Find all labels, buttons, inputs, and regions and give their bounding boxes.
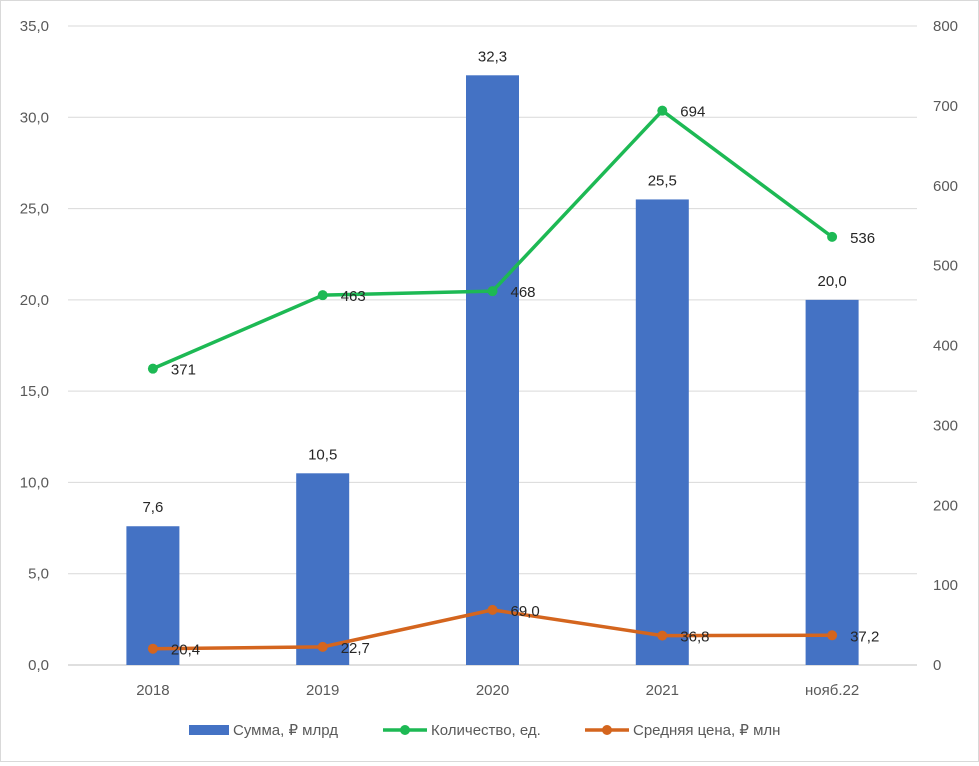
bar-data-label: 32,3 bbox=[478, 48, 507, 65]
line-point bbox=[147, 363, 158, 374]
line-point bbox=[827, 231, 838, 242]
legend-label: Количество, ед. bbox=[431, 722, 541, 739]
bar-series: 7,6 10,5 32,3 25,5 20,0 bbox=[126, 48, 859, 665]
y-right-tick-label: 100 bbox=[933, 577, 958, 594]
line-point bbox=[487, 604, 498, 615]
y-axis-left: 0,0 5,0 10,0 15,0 20,0 25,0 30,0 35,0 bbox=[20, 18, 49, 674]
bar-data-label: 10,5 bbox=[308, 446, 337, 463]
x-tick-label: 2018 bbox=[136, 682, 169, 699]
y-right-tick-label: 300 bbox=[933, 417, 958, 434]
line-data-label: 37,2 bbox=[850, 628, 879, 645]
line-data-label: 22,7 bbox=[341, 640, 370, 657]
line-point bbox=[657, 630, 668, 641]
y-right-tick-label: 200 bbox=[933, 497, 958, 514]
bar bbox=[126, 526, 180, 665]
line-point bbox=[317, 641, 328, 652]
line-point bbox=[317, 290, 328, 301]
bar bbox=[296, 473, 350, 665]
y-left-tick-label: 35,0 bbox=[20, 18, 49, 35]
bar-data-label: 25,5 bbox=[648, 172, 677, 189]
line-point bbox=[657, 105, 668, 116]
legend-swatch-marker bbox=[602, 725, 612, 735]
bar bbox=[635, 199, 689, 665]
x-tick-label: нояб.22 bbox=[805, 682, 859, 699]
line-data-label: 371 bbox=[171, 362, 196, 379]
x-tick-label: 2021 bbox=[646, 682, 679, 699]
legend: Сумма, ₽ млрд Количество, ед. Средняя цена… bbox=[189, 722, 780, 739]
y-left-tick-label: 0,0 bbox=[28, 657, 49, 674]
y-left-tick-label: 20,0 bbox=[20, 292, 49, 309]
y-right-tick-label: 700 bbox=[933, 98, 958, 115]
legend-swatch-marker bbox=[400, 725, 410, 735]
x-axis: 2018 2019 2020 2021 нояб.22 bbox=[136, 682, 859, 699]
line-point bbox=[147, 643, 158, 654]
bar-data-label: 20,0 bbox=[817, 273, 846, 290]
y-left-tick-label: 5,0 bbox=[28, 566, 49, 583]
legend-label: Средняя цена, ₽ млн bbox=[633, 722, 780, 739]
legend-label: Сумма, ₽ млрд bbox=[233, 722, 338, 739]
y-right-tick-label: 500 bbox=[933, 258, 958, 275]
line-data-label: 536 bbox=[850, 230, 875, 247]
bar-data-label: 7,6 bbox=[142, 499, 163, 516]
line-data-label: 694 bbox=[680, 104, 705, 121]
y-right-tick-label: 800 bbox=[933, 18, 958, 35]
y-left-tick-label: 10,0 bbox=[20, 474, 49, 491]
y-left-tick-label: 15,0 bbox=[20, 383, 49, 400]
bar bbox=[805, 299, 859, 665]
x-tick-label: 2020 bbox=[476, 682, 509, 699]
y-left-tick-label: 30,0 bbox=[20, 109, 49, 126]
y-right-tick-label: 600 bbox=[933, 178, 958, 195]
y-right-tick-label: 0 bbox=[933, 657, 941, 674]
line-data-label: 69,0 bbox=[511, 603, 540, 620]
line-data-label: 468 bbox=[511, 284, 536, 301]
line-series: 371 463 468 694 536 20,4 22,7 69,0 36,8 37,2 bbox=[147, 104, 879, 659]
y-right-tick-label: 400 bbox=[933, 338, 958, 355]
bar bbox=[466, 75, 519, 665]
y-left-tick-label: 25,0 bbox=[20, 201, 49, 218]
line-point bbox=[487, 286, 498, 297]
x-tick-label: 2019 bbox=[306, 682, 339, 699]
line-data-label: 20,4 bbox=[171, 642, 200, 659]
legend-swatch-bar bbox=[189, 725, 229, 735]
line-point bbox=[827, 630, 838, 641]
line-data-label: 463 bbox=[341, 288, 366, 305]
line-data-label: 36,8 bbox=[680, 629, 709, 646]
y-axis-right: 0 100 200 300 400 500 600 700 800 bbox=[933, 18, 958, 674]
